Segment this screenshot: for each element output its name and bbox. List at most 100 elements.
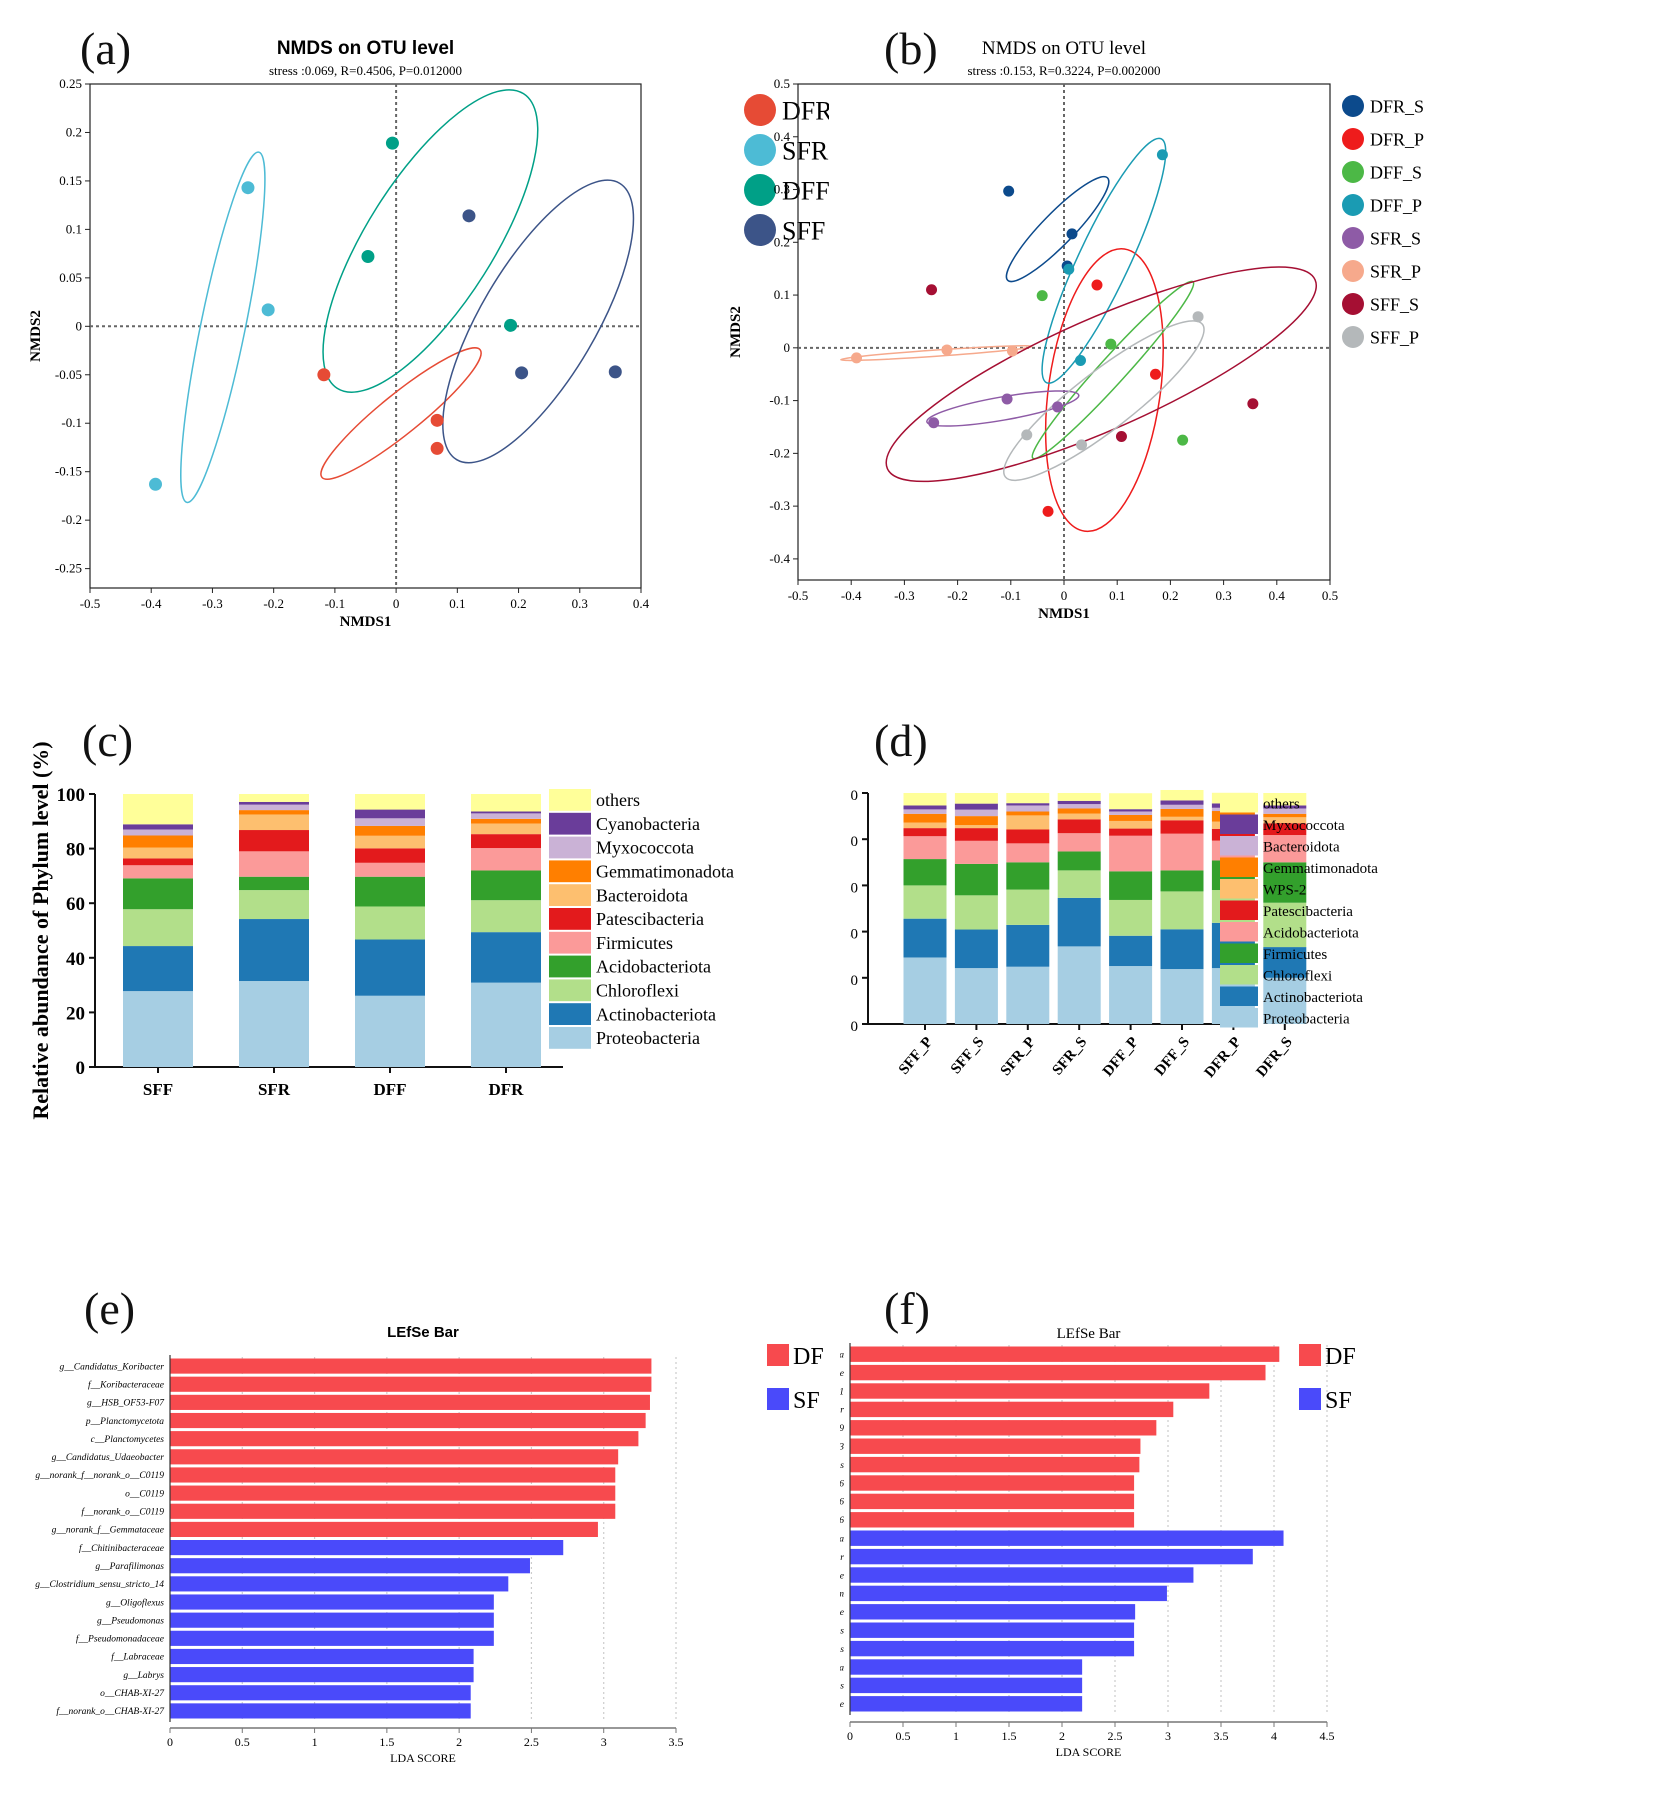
bar-segment-actinobacteriota (1109, 935, 1153, 967)
legend-swatch-myxococcota (549, 836, 591, 859)
lda-bar-sf (170, 1576, 509, 1592)
data-point-dff_p (1074, 354, 1086, 366)
panel-e: (e) LEfSe Bar g__Candidatus_Koribacter f__… (0, 1270, 840, 1814)
bar-segment-firmicutes (355, 862, 425, 877)
legend-swatch-bacteroidota (1220, 836, 1258, 856)
x-tick-label: -0.4 (841, 588, 862, 603)
legend-label: SF (1325, 1388, 1352, 1414)
bar-segment-gemmatimonadota (954, 816, 998, 826)
bar-segment-bacteroidota (355, 835, 425, 849)
legend-label: Chloroflexi (1263, 968, 1332, 984)
lda-bar-sf (170, 1685, 471, 1701)
lda-bar-df (170, 1521, 598, 1537)
lda-bar-sf (850, 1548, 1253, 1565)
data-point-sfr_s (1001, 393, 1013, 405)
legend-swatch-patescibacteria (549, 908, 591, 930)
data-point-dff (504, 318, 518, 332)
bar-segment-firmicutes (1263, 862, 1307, 903)
panel-a: (a) NMDS on OTU level stress :0.069, R=0.… (0, 0, 833, 700)
data-point-dfr (430, 441, 444, 455)
taxon-label: g__Flavisolibacter (840, 1406, 844, 1416)
bar-segment-gemmatimonadota (471, 818, 541, 824)
taxon-label: Clostridium_sensu_stricto_13 (840, 1443, 844, 1453)
lda-bar-sf (850, 1567, 1194, 1583)
bar-segment-firmicutes (1057, 851, 1101, 871)
legend-label: DF (793, 1344, 824, 1370)
bar-segment-actinobacteriota (355, 939, 425, 996)
legend-label: others (596, 790, 640, 810)
data-point-dff (361, 250, 375, 264)
bar-segment-proteobacteria (1057, 946, 1101, 1024)
x-tick-label: -0.1 (1001, 588, 1022, 603)
x-tick-label: SFR (258, 1080, 291, 1099)
panel-c-letter: (c) (82, 715, 134, 766)
bar-segment-bacteroidota (123, 847, 193, 859)
panel-a-letter: (a) (80, 23, 132, 74)
taxon-label: f__Clostridiaceae (840, 1368, 844, 1379)
y-tick-label: 0 (851, 1019, 859, 1035)
taxon-label: c__Gammaproteobacteria (840, 1535, 844, 1545)
taxon-label: g__Candidatus_Udaeobacter (52, 1453, 165, 1463)
lda-bar-sf (850, 1640, 1135, 1657)
bar-segment-chloroflexi (1109, 899, 1153, 936)
x-tick-label: 0.3 (572, 596, 588, 611)
bar-segment-chloroflexi (1263, 902, 1307, 948)
legend-label: Proteobacteria (1263, 1011, 1350, 1027)
data-point-dfr_s (1066, 228, 1078, 240)
lda-bar-sf (850, 1604, 1136, 1620)
data-point-dff_p (1156, 149, 1168, 161)
legend-label: SFR_P (1370, 261, 1421, 281)
confidence-ellipse-dff_s (1031, 280, 1195, 460)
taxon-label: o__HOC36 (840, 1498, 844, 1508)
bar-segment-others (954, 793, 998, 804)
bar-segment-proteobacteria (471, 982, 541, 1067)
bar-segment-actinobacteriota (471, 932, 541, 983)
x-tick-label: -0.1 (325, 596, 346, 611)
y-tick-label: 0.05 (59, 270, 82, 285)
taxon-label: g__norank_f__Gemmataceae (52, 1525, 164, 1536)
bar-segment-gemmatimonadota (1263, 813, 1307, 818)
bar-segment-wps-2 (1057, 813, 1101, 820)
x-tick-label: 0 (1061, 588, 1068, 603)
lda-bar-sf (170, 1630, 494, 1646)
bar-segment-others (239, 794, 309, 802)
bar-segment-firmicutes (471, 848, 541, 871)
x-tick-label: 2 (456, 1735, 462, 1749)
lda-bar-sf (850, 1677, 1083, 1694)
legend-label: SFF (782, 216, 825, 245)
data-point-dff_s (1105, 338, 1117, 350)
data-point-dfr_p (1150, 368, 1162, 380)
y-tick-label: 0 (784, 340, 791, 355)
lda-bar-df (170, 1358, 652, 1374)
legend-label: SFF_S (1370, 294, 1419, 314)
x-tick-label: 4 (1271, 1729, 1277, 1743)
bar-segment-acidobacteriota (903, 836, 947, 860)
bar-segment-wps-2 (1006, 815, 1050, 830)
legend-label: Bacteroidota (596, 885, 688, 905)
x-tick-label: -0.3 (202, 596, 223, 611)
y-tick-label: -0.1 (61, 415, 82, 430)
y-tick-label: 20 (850, 973, 858, 989)
taxon-label: Clostridium_sensu_stricto_1 (840, 1387, 844, 1397)
legend-swatch-proteobacteria (1220, 1008, 1258, 1028)
x-tick-label: 0.5 (896, 1729, 911, 1743)
lda-bar-df (850, 1383, 1210, 1399)
bar-segment-myxococcota (1057, 800, 1101, 805)
bar-segment-others (123, 794, 193, 825)
taxon-label: f__Pseudomonadaceae (76, 1634, 164, 1645)
bar-segment-others (903, 793, 947, 806)
x-tick-label: 0.1 (449, 596, 465, 611)
nmds-chart-b: NMDS on OTU level stress :0.153, R=0.3224… (728, 38, 1424, 622)
y-tick-label: 0.15 (59, 173, 82, 188)
bar-segment-myxococcota (1160, 800, 1204, 805)
taxon-label: rank_f__norank_o__HOC36 (840, 1478, 844, 1489)
legend-swatch-others (549, 789, 591, 811)
taxon-label: treptococcales-Tissierellales (840, 1461, 844, 1471)
taxon-label: f__Geobacteraceae (840, 1699, 844, 1710)
confidence-ellipse-dfr_p (1044, 247, 1164, 533)
lda-bar-df (850, 1420, 1157, 1436)
taxon-label: g__Ktedonobacter (840, 1553, 844, 1563)
x-tick-label: SFF_P (896, 1034, 936, 1077)
legend-swatch-actinobacteriota (1220, 986, 1258, 1006)
